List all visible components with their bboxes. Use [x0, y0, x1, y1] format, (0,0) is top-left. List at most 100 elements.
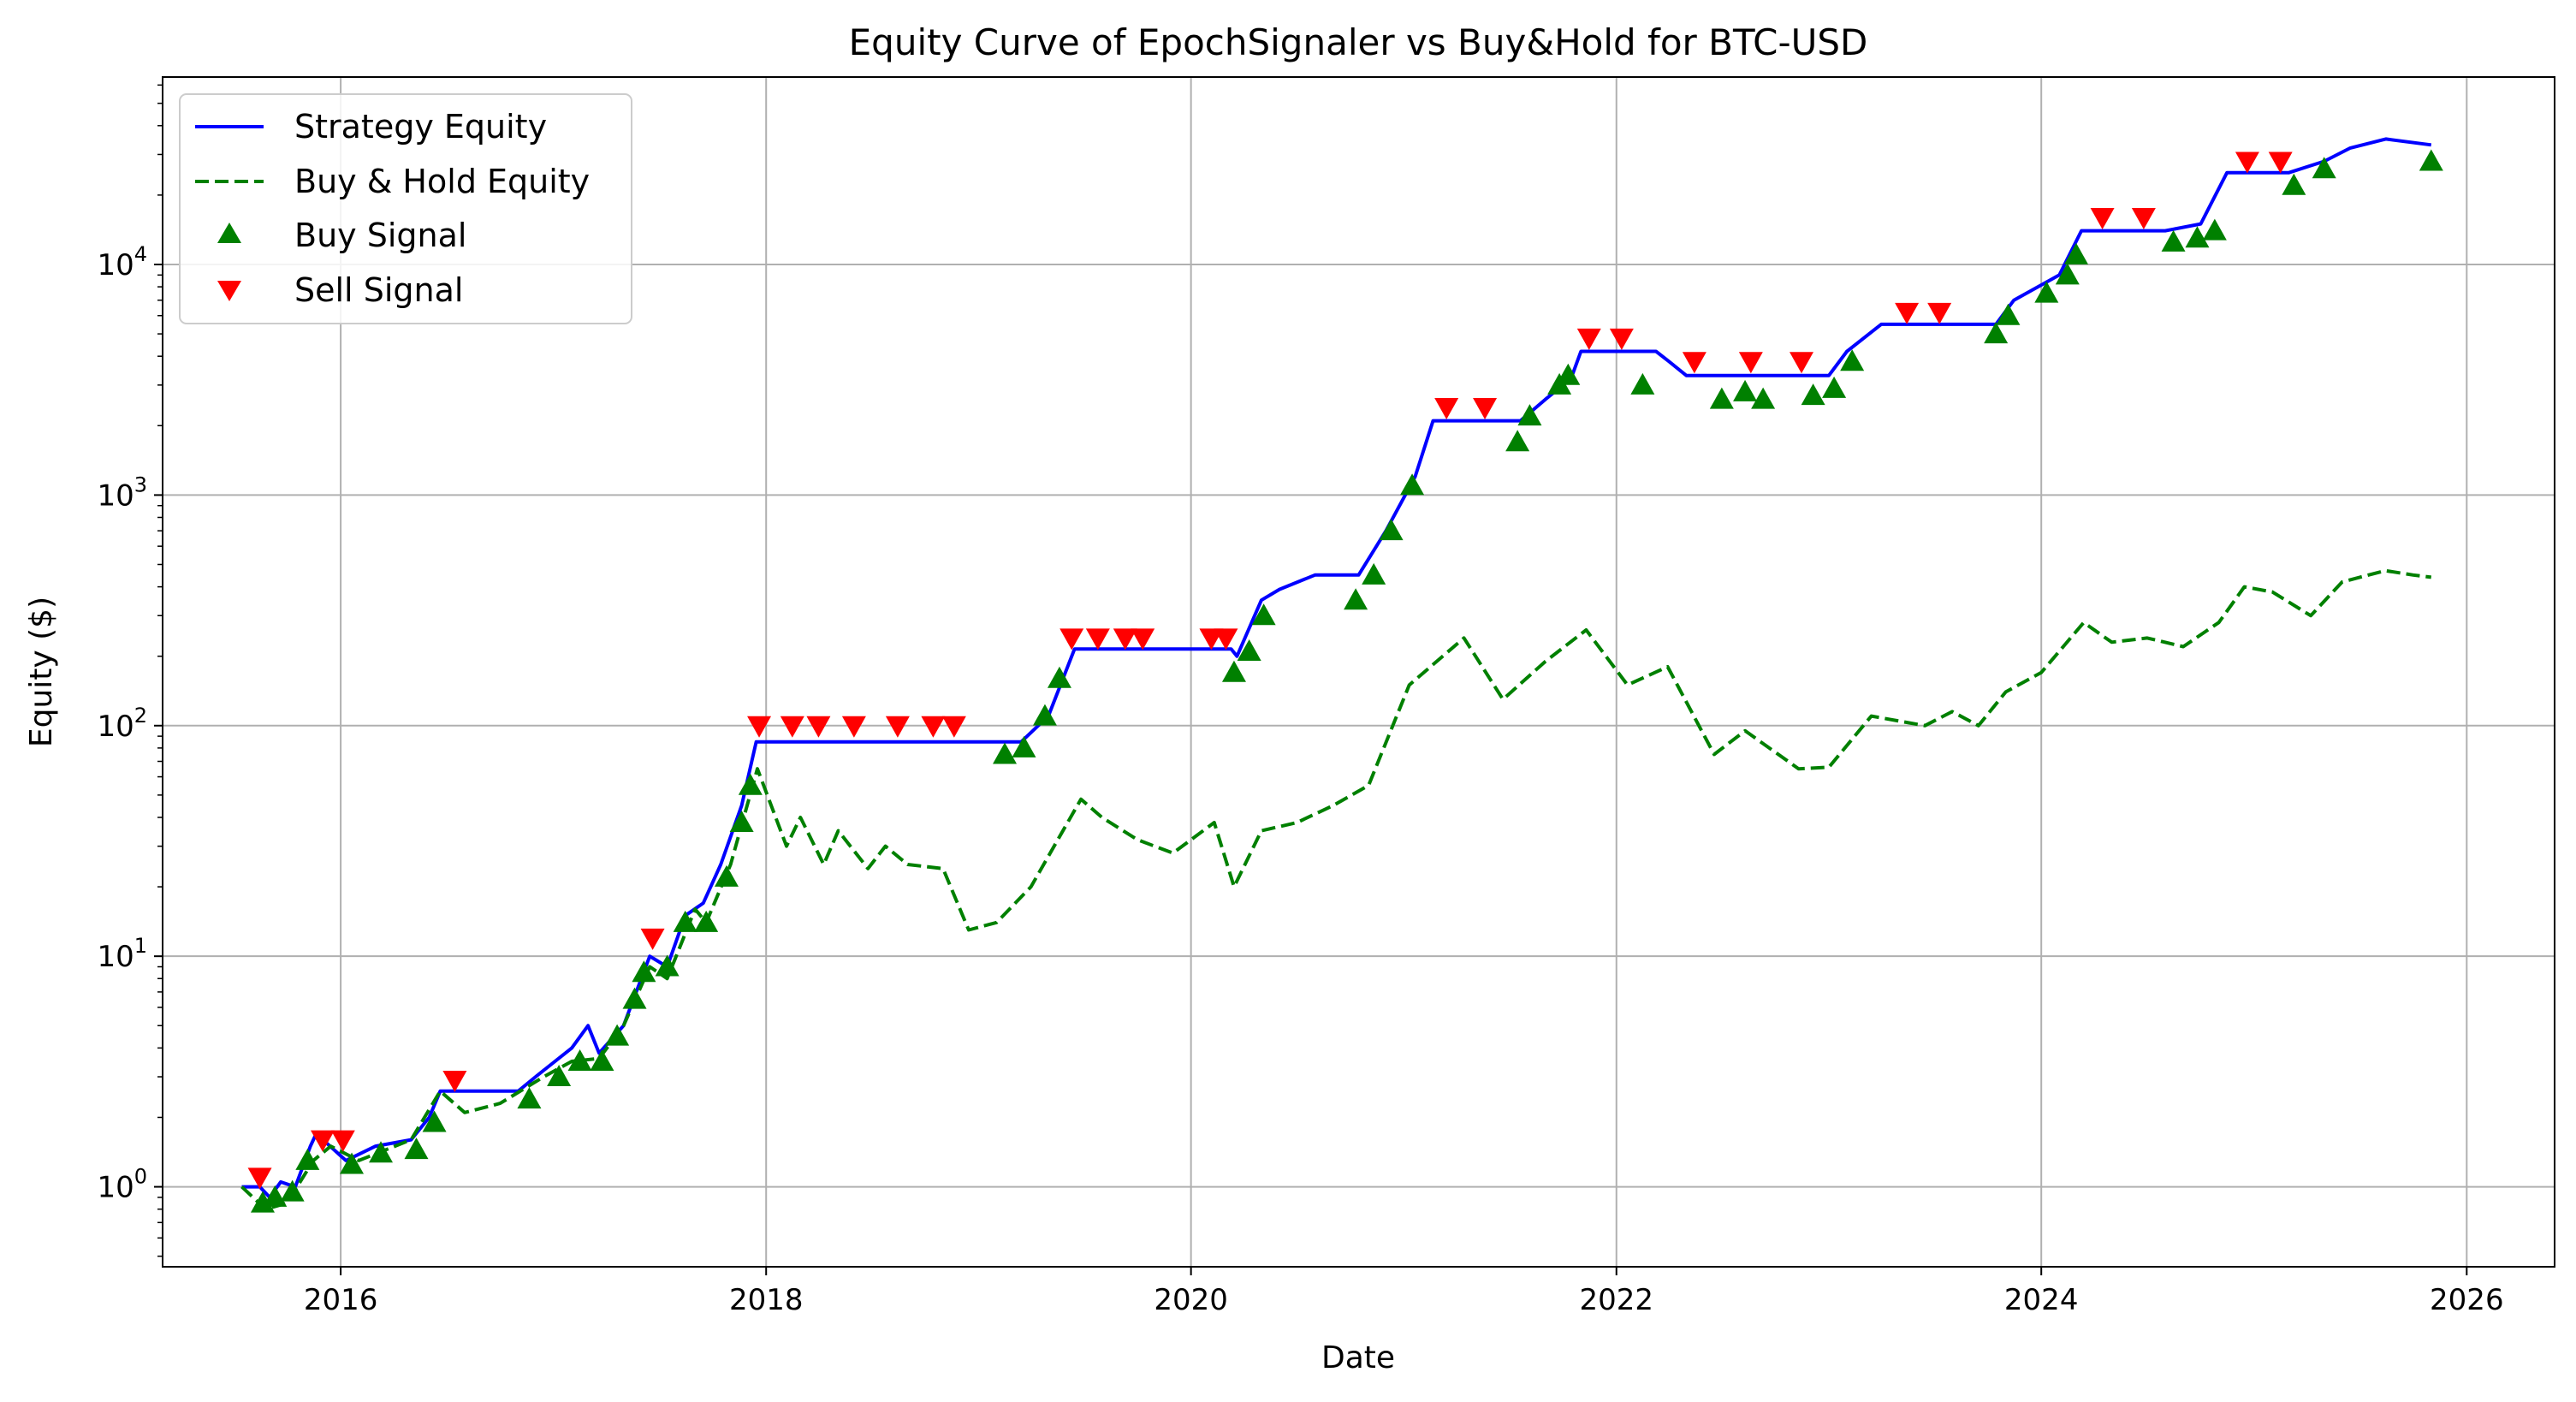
buy-signal-marker	[590, 1049, 614, 1072]
buy-signal-marker	[517, 1087, 542, 1109]
sell-signal-marker	[640, 928, 665, 950]
buy-signal-marker	[1221, 660, 1246, 682]
x-tick-label-2024: 2024	[2004, 1283, 2079, 1317]
buy-signal-marker	[280, 1179, 305, 1202]
sell-signal-marker	[1738, 352, 1763, 374]
buy-signal-marker	[694, 910, 719, 932]
buy-signal-marker	[738, 773, 763, 795]
buy-signal-marker	[622, 987, 647, 1009]
buy-signal-marker	[404, 1138, 429, 1160]
sell-signal-marker	[1609, 328, 1634, 350]
buy-signal-marker	[2185, 226, 2210, 248]
sell-signal-marker	[1085, 628, 1110, 651]
x-axis-label: Date	[1321, 1340, 1395, 1375]
sell-signal-marker	[1113, 628, 1137, 651]
sell-signal-marker	[1214, 628, 1238, 651]
buy-signal-marker	[1400, 473, 1425, 496]
x-tick-label-2020: 2020	[1154, 1283, 1228, 1317]
buy-signal-marker	[1996, 303, 2021, 325]
buy-signal-marker	[605, 1024, 630, 1046]
buy-signal-marker	[1733, 379, 1758, 401]
sell-signal-marker	[2268, 151, 2293, 174]
sell-signal-marker	[747, 716, 772, 738]
sell-signal-marker	[2235, 151, 2259, 174]
y-tick-label-10: 101	[97, 934, 147, 974]
buy-signal-marker	[1517, 404, 1542, 426]
x-tick-label-2016: 2016	[304, 1283, 378, 1317]
buy-signal-marker	[369, 1141, 394, 1163]
buy-signal-marker	[1709, 387, 1734, 409]
legend-box	[179, 93, 632, 324]
y-tick-label-100: 102	[97, 704, 147, 744]
buy-signal-marker	[1379, 519, 1404, 541]
buy-signal-marker	[714, 864, 739, 887]
sell-signal-marker	[1790, 352, 1814, 374]
buy-signal-marker	[2312, 157, 2336, 179]
plot-frame	[162, 76, 2555, 1268]
grid	[163, 77, 2555, 1267]
y-tick-label-1: 100	[97, 1165, 147, 1205]
sell-signal-marker	[1131, 628, 1155, 651]
buy-signal-marker	[673, 910, 697, 932]
sell-signal-marker	[1473, 397, 1498, 419]
legend-buyhold-label: Buy & Hold Equity	[294, 163, 590, 200]
sell-signal-marker	[780, 716, 804, 738]
sell-signal-marker	[311, 1130, 335, 1152]
buy-signal-marker	[1630, 372, 1655, 395]
buy-signal-marker	[632, 960, 656, 983]
buy-signal-marker	[2161, 229, 2186, 252]
legend-buy-label: Buy Signal	[294, 217, 466, 254]
x-tick-label-2026: 2026	[2430, 1283, 2504, 1317]
buy-signal-marker	[2282, 173, 2306, 195]
buy-signal-marker	[2202, 218, 2227, 241]
buy-signal-marker	[1032, 704, 1057, 726]
buy-signal-marker	[1801, 383, 1825, 406]
sell-signal-marker	[1895, 302, 1920, 324]
sell-signal-marker	[1059, 628, 1084, 651]
buy-signal-marker	[2034, 281, 2059, 303]
buy-signal-marker	[547, 1065, 572, 1087]
sell-signal-marker	[2131, 208, 2156, 230]
legend-sell-label: Sell Signal	[294, 271, 463, 309]
sell-signal-marker	[841, 716, 866, 738]
buy-signal-marker	[993, 742, 1018, 764]
sell-signal-marker	[885, 716, 910, 738]
buy-signal-marker	[1047, 666, 1071, 688]
buy-signal-marker	[2419, 149, 2443, 171]
buy-signal-marker	[295, 1148, 320, 1170]
buy-signal-marker	[1840, 349, 1865, 371]
sell-signal-marker	[921, 716, 946, 738]
y-tick-label-10000: 104	[97, 242, 147, 282]
legend-strategy-label: Strategy Equity	[294, 108, 547, 146]
sell-signal-marker	[2090, 208, 2115, 230]
buy-signal-marker	[1237, 639, 1261, 661]
sell-signal-marker	[806, 716, 831, 738]
buy-signal-marker	[1362, 562, 1386, 585]
buy-signal-marker	[1012, 735, 1036, 757]
y-tick-label-1000: 103	[97, 472, 147, 513]
buy-signal-marker	[1251, 603, 1276, 626]
buy-signal-marker	[1505, 430, 1530, 452]
sell-signal-marker	[941, 716, 966, 738]
sell-signal-marker	[330, 1130, 355, 1152]
strategy-equity-line	[241, 137, 2432, 1199]
sell-signal-marker	[1682, 352, 1706, 374]
buy-signal-marker	[1984, 322, 2009, 344]
buy-signal-marker	[2064, 242, 2088, 264]
x-tick-label-2018: 2018	[729, 1283, 804, 1317]
sell-signal-marker	[247, 1167, 272, 1190]
buy-signal-marker	[2055, 263, 2080, 285]
sell-signal-marker	[442, 1071, 467, 1093]
buy-signal-marker	[1344, 588, 1368, 610]
sell-signal-marker	[1576, 328, 1601, 350]
legend-sell-marker	[217, 281, 241, 301]
buy-signal-marker	[250, 1191, 275, 1213]
buy-signal-marker	[263, 1185, 288, 1207]
legend: Strategy Equity Buy & Hold Equity Buy Si…	[179, 93, 632, 324]
buy-signal-marker	[1822, 376, 1847, 398]
chart-title: Equity Curve of EpochSignaler vs Buy&Hol…	[849, 21, 1868, 63]
buy-signal-marker	[729, 810, 754, 832]
buy-signal-marker	[655, 954, 680, 977]
buy-signal-marker	[1556, 363, 1581, 385]
